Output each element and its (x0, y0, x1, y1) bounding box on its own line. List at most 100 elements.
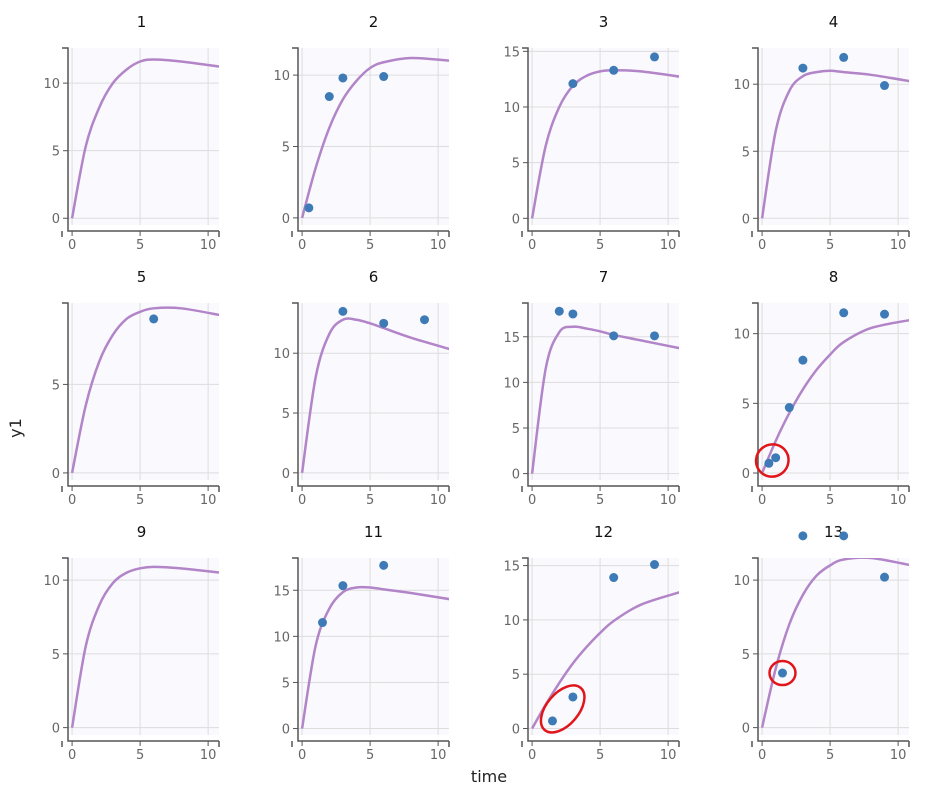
y-tick-label: 0 (512, 212, 520, 227)
x-tick-label: 0 (298, 493, 306, 508)
y-tick-label: 5 (512, 422, 520, 437)
data-point (798, 355, 808, 365)
x-tick-label: 0 (528, 748, 536, 763)
x-tick-label: 0 (68, 748, 76, 763)
x-tick-label: 5 (826, 238, 834, 253)
y-tick-label: 0 (282, 467, 290, 482)
panel-title: 13 (824, 523, 843, 541)
plot-background (528, 48, 679, 225)
x-tick-label: 0 (68, 493, 76, 508)
y-tick-label: 10 (503, 614, 520, 629)
y-tick-label: 0 (282, 723, 290, 738)
x-tick-label: 0 (528, 238, 536, 253)
panel-title: 3 (599, 13, 609, 31)
data-point (379, 560, 389, 570)
data-point (650, 52, 660, 62)
model-curve (300, 317, 449, 473)
y-tick-label: 0 (512, 468, 520, 483)
plot-background (758, 48, 909, 225)
data-point (379, 72, 389, 82)
highlight-circle (768, 659, 797, 687)
axis-frame (521, 557, 680, 747)
data-point (650, 331, 660, 341)
plot-background (528, 558, 679, 735)
x-tick-label: 10 (200, 748, 217, 763)
x-axis-label: time (471, 767, 507, 786)
data-point (609, 331, 619, 341)
y-tick-label: 10 (503, 101, 520, 116)
panel-7: 7 0 5 10 0 5 10 15 (503, 268, 680, 508)
x-tick-label: 5 (136, 238, 144, 253)
panel-6: 6 0 5 10 0 5 10 (273, 268, 450, 508)
panel-title: 6 (369, 268, 379, 286)
data-point (547, 716, 557, 726)
y-tick-label: 10 (733, 574, 750, 589)
data-point (771, 453, 781, 463)
y-tick-label: 10 (733, 328, 750, 343)
plot-background (298, 48, 449, 225)
y-tick-label: 10 (273, 347, 290, 362)
model-curve (70, 58, 219, 219)
y-tick-label: 10 (43, 574, 60, 589)
x-tick-label: 0 (298, 748, 306, 763)
plot-background (528, 303, 679, 480)
axis-frame (751, 302, 910, 492)
panel-12: 12 0 5 10 0 5 10 15 (503, 523, 680, 763)
model-curve (530, 325, 679, 474)
y-tick-label: 0 (742, 722, 750, 737)
axis-frame (751, 47, 910, 237)
data-point (650, 560, 660, 570)
data-point (149, 314, 159, 324)
panel-5: 5 0 5 10 0 5 (52, 268, 220, 508)
data-point (554, 306, 564, 316)
y-tick-label: 5 (512, 157, 520, 172)
y-tick-label: 10 (733, 78, 750, 93)
y-tick-label: 10 (273, 69, 290, 84)
y-tick-label: 0 (282, 212, 290, 227)
y-tick-label: 5 (282, 140, 290, 155)
panel-title: 2 (369, 13, 379, 31)
data-point (880, 81, 890, 91)
x-tick-label: 10 (660, 238, 677, 253)
x-tick-label: 10 (660, 748, 677, 763)
highlight-circle (539, 684, 586, 734)
model-curve (300, 585, 449, 729)
panel-9: 9 0 5 10 0 5 10 (43, 523, 220, 763)
x-tick-label: 5 (366, 238, 374, 253)
x-tick-label: 5 (366, 493, 374, 508)
data-point (338, 306, 348, 316)
axis-frame (751, 557, 910, 747)
y-tick-label: 0 (52, 212, 60, 227)
x-tick-label: 5 (596, 493, 604, 508)
data-point (568, 79, 578, 89)
x-tick-label: 0 (298, 238, 306, 253)
x-tick-label: 5 (136, 748, 144, 763)
y-tick-label: 0 (52, 467, 60, 482)
data-point (420, 315, 430, 325)
plot-background (68, 558, 219, 735)
y-tick-label: 0 (742, 212, 750, 227)
panel-title: 12 (594, 523, 613, 541)
data-point (839, 308, 849, 318)
panel-title: 5 (137, 268, 147, 286)
panel-4: 4 0 5 10 0 5 10 (733, 13, 910, 253)
x-tick-label: 5 (366, 748, 374, 763)
data-point (568, 692, 578, 702)
data-point (777, 668, 787, 678)
y-axis-label: y1 (6, 418, 25, 438)
y-tick-label: 5 (512, 668, 520, 683)
axis-frame (521, 47, 680, 237)
y-tick-label: 0 (512, 722, 520, 737)
data-point (839, 531, 849, 541)
y-tick-label: 5 (742, 648, 750, 663)
data-point (379, 318, 389, 328)
plot-background (68, 48, 219, 225)
y-tick-label: 10 (503, 376, 520, 391)
panel-title: 9 (137, 523, 147, 541)
y-tick-label: 5 (282, 407, 290, 422)
y-tick-label: 0 (742, 467, 750, 482)
x-tick-label: 5 (826, 493, 834, 508)
y-tick-label: 5 (742, 145, 750, 160)
